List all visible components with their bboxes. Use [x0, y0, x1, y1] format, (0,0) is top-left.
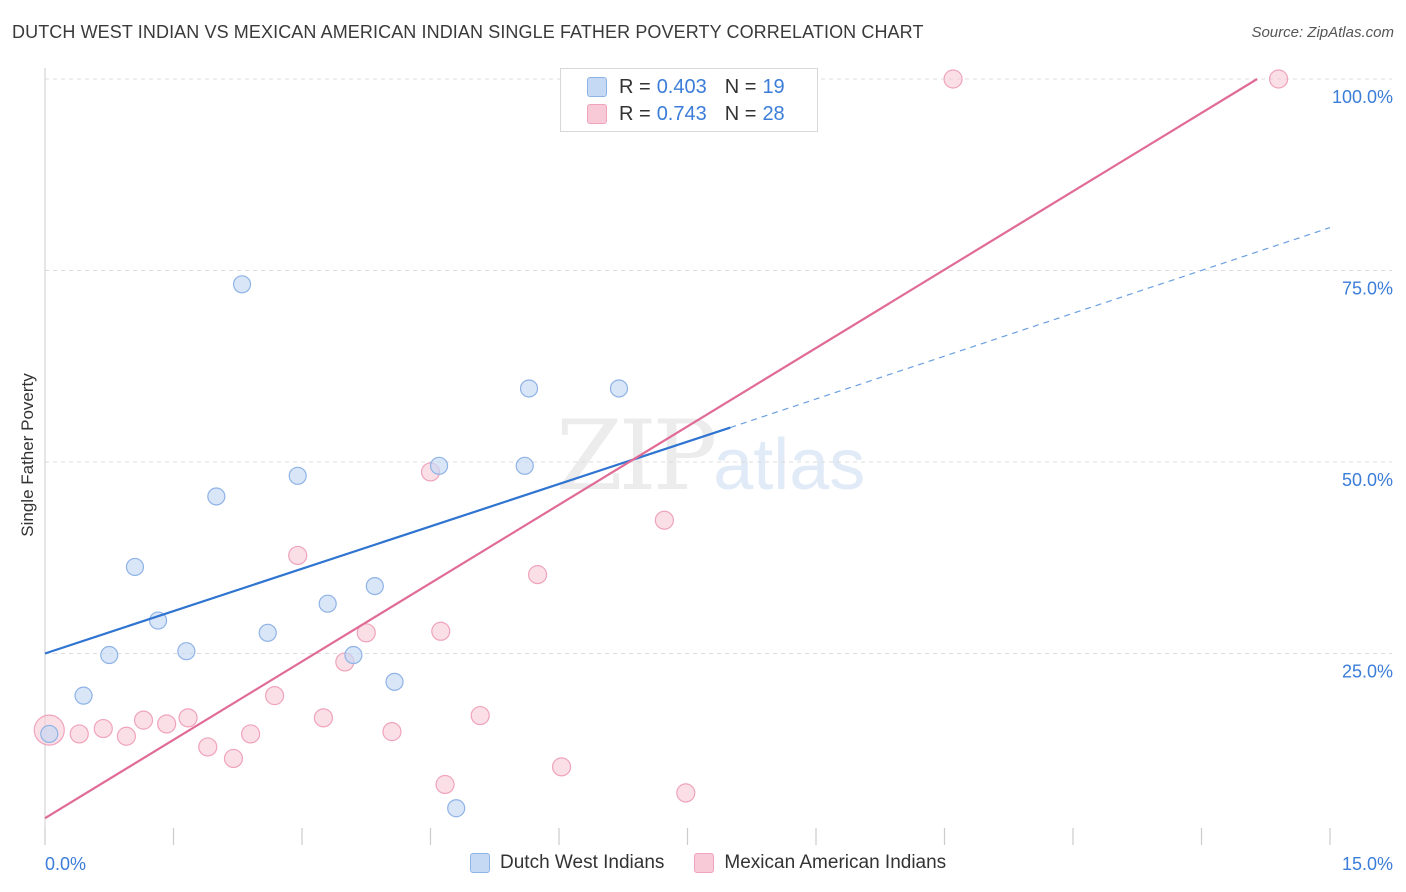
point-mexican-american-indians	[133, 710, 154, 730]
legend-r-label: R =	[619, 102, 651, 125]
point-dutch-west-indians	[232, 275, 252, 294]
legend-r-value: 0.403	[656, 75, 707, 98]
y-tick-label: 50.0%	[1342, 470, 1393, 490]
point-mexican-american-indians	[676, 783, 696, 803]
legend-r-label: R =	[619, 75, 651, 98]
point-mexican-american-indians	[157, 714, 177, 734]
trendline-dutch-west-indians	[44, 426, 731, 655]
point-dutch-west-indians	[74, 686, 93, 705]
point-mexican-american-indians	[654, 510, 674, 530]
point-dutch-west-indians	[519, 379, 539, 398]
point-dutch-west-indians	[609, 379, 629, 398]
watermark-zip: ZIP	[556, 400, 717, 512]
legend-row-dutch: R = 0.403 N = 19	[587, 75, 785, 99]
trendline-dutch-west-indians-extension	[730, 227, 1331, 429]
point-dutch-west-indians	[40, 724, 59, 744]
point-mexican-american-indians	[264, 686, 285, 706]
legend-n-label: N =	[724, 102, 757, 125]
point-mexican-american-indians	[527, 565, 548, 585]
point-mexican-american-indians	[313, 708, 334, 728]
chart-title: DUTCH WEST INDIAN VS MEXICAN AMERICAN IN…	[12, 22, 924, 42]
point-mexican-american-indians	[1268, 69, 1289, 89]
point-mexican-american-indians	[178, 708, 198, 728]
watermark: ZIPatlas	[556, 400, 865, 512]
point-dutch-west-indians	[100, 645, 119, 665]
point-mexican-american-indians	[356, 623, 376, 643]
point-dutch-west-indians	[177, 642, 196, 661]
point-dutch-west-indians	[365, 576, 384, 596]
bottom-legend-dutch: Dutch West Indians	[470, 852, 664, 874]
point-mexican-american-indians	[241, 724, 261, 744]
bottom-legend: Dutch West Indians Mexican American Indi…	[470, 852, 976, 874]
point-mexican-american-indians	[435, 774, 455, 795]
legend-r-value: 0.743	[656, 102, 707, 125]
point-dutch-west-indians	[125, 557, 145, 577]
point-mexican-american-indians	[943, 69, 963, 89]
bottom-legend-swatch-pink	[694, 853, 715, 873]
point-mexican-american-indians	[470, 705, 490, 726]
point-mexican-american-indians	[382, 722, 402, 742]
legend-swatch-blue	[587, 77, 607, 97]
point-dutch-west-indians	[447, 799, 466, 818]
y-axis-label: Single Father Poverty	[18, 373, 37, 537]
legend-row-mexican: R = 0.743 N = 28	[587, 102, 785, 126]
point-dutch-west-indians	[207, 487, 226, 506]
point-dutch-west-indians	[385, 672, 404, 691]
point-mexican-american-indians	[93, 718, 113, 739]
point-mexican-american-indians	[116, 726, 136, 746]
point-mexican-american-indians	[288, 545, 308, 566]
bottom-legend-mexican: Mexican American Indians	[694, 852, 946, 874]
point-dutch-west-indians	[318, 594, 337, 613]
point-dutch-west-indians	[515, 456, 534, 475]
legend-n-value: 19	[762, 75, 785, 98]
legend-n-label: N =	[724, 75, 757, 98]
source-label: Source: ZipAtlas.com	[1251, 24, 1394, 41]
trendline-mexican-american-indians	[44, 78, 1258, 820]
bottom-legend-label-dutch: Dutch West Indians	[500, 852, 665, 873]
legend-swatch-pink	[587, 104, 607, 124]
point-dutch-west-indians	[288, 466, 307, 485]
y-tick-label: 100.0%	[1332, 87, 1393, 107]
y-tick-label: 25.0%	[1342, 662, 1393, 682]
point-dutch-west-indians	[344, 645, 363, 665]
x-tick-label: 15.0%	[1342, 854, 1393, 874]
x-tick-label: 0.0%	[45, 854, 86, 874]
legend: R = 0.403 N = 19 R = 0.743 N = 28	[560, 68, 818, 132]
bottom-legend-swatch-blue	[470, 853, 490, 873]
watermark-atlas: atlas	[713, 425, 866, 505]
point-dutch-west-indians	[148, 611, 168, 630]
point-mexican-american-indians	[69, 724, 89, 744]
legend-n-value: 28	[762, 102, 785, 125]
y-tick-label: 75.0%	[1342, 279, 1393, 299]
point-mexican-american-indians	[551, 757, 572, 777]
point-mexican-american-indians	[198, 737, 218, 757]
bottom-legend-label-mexican: Mexican American Indians	[724, 852, 947, 873]
point-mexican-american-indians	[431, 621, 451, 641]
point-dutch-west-indians	[429, 456, 449, 475]
point-mexican-american-indians	[223, 748, 244, 769]
point-dutch-west-indians	[258, 623, 277, 642]
